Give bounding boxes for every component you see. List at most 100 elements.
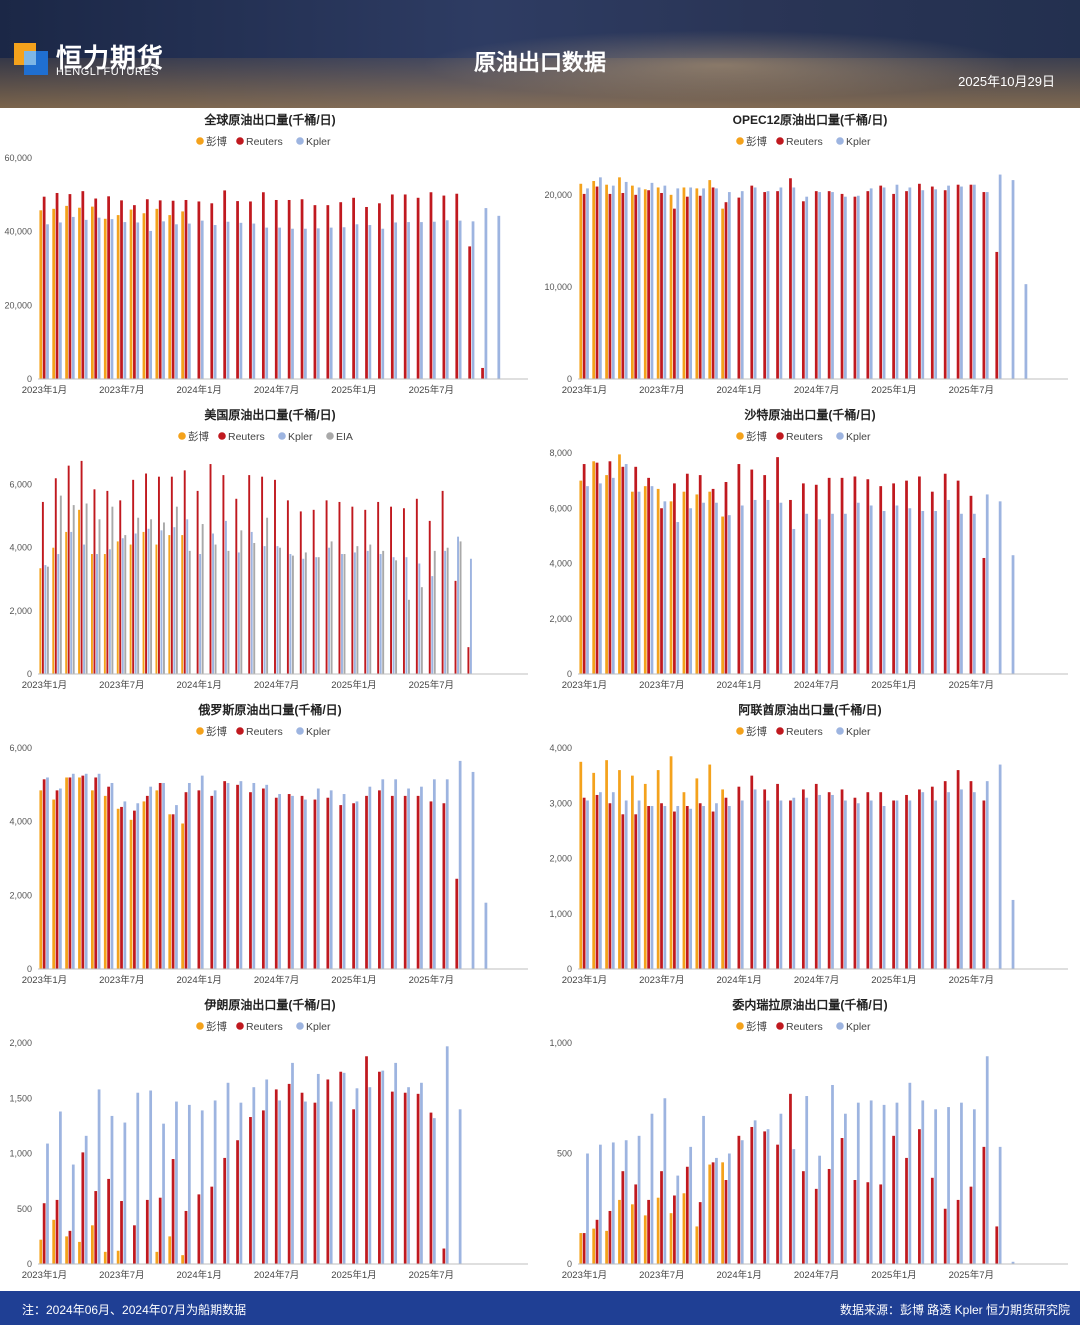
bar-Kpler-11 — [187, 782, 191, 969]
bar-Kpler-17 — [805, 797, 809, 969]
bar-Reuters-15 — [236, 201, 239, 379]
bar-Reuters-23 — [879, 486, 883, 674]
bar-Reuters-8 — [685, 473, 689, 674]
bar-Reuters-3 — [80, 460, 83, 674]
bar-Kpler-24 — [895, 1102, 899, 1264]
bar-Kpler-17 — [265, 227, 269, 379]
bar-Reuters-21 — [313, 1102, 317, 1264]
bar-Kpler-13 — [753, 1120, 757, 1264]
y-tick-label: 6,000 — [549, 503, 572, 513]
bar-Reuters-18 — [814, 191, 818, 379]
bar-Kpler-11 — [727, 806, 731, 969]
bar-彭博-1 — [52, 1219, 56, 1264]
chart-legend: 彭博 Reuters Kpler — [196, 725, 331, 738]
bar-Reuters-3 — [81, 1152, 85, 1264]
bar-EIA-7 — [137, 517, 140, 674]
bar-Kpler-29 — [420, 1082, 423, 1264]
bar-Kpler-10 — [715, 502, 718, 674]
bar-彭博-4 — [631, 185, 634, 380]
footer-note: 注：2024年06月、2024年07月为船期数据 — [22, 1303, 247, 1317]
x-tick-label: 2025年7月 — [409, 384, 454, 396]
bar-Kpler-27 — [934, 1109, 938, 1264]
bar-Reuters-19 — [827, 191, 831, 379]
bar-Kpler-1 — [59, 222, 62, 379]
bar-彭博-3 — [78, 509, 81, 674]
bar-Kpler-16 — [792, 1149, 796, 1264]
bar-Reuters-17 — [261, 788, 265, 969]
bar-Reuters-22 — [326, 205, 330, 379]
x-tick-label: 2024年1月 — [176, 384, 221, 396]
bar-Reuters-12 — [737, 1135, 741, 1264]
bar-Kpler-21 — [316, 228, 320, 379]
bar-Reuters-21 — [312, 509, 315, 674]
x-tick-label: 2025年1月 — [331, 1269, 376, 1281]
bar-Reuters-23 — [338, 501, 341, 674]
chart-bars — [39, 1046, 462, 1265]
y-tick-label: 4,000 — [9, 817, 32, 827]
bar-Kpler-16 — [252, 782, 256, 969]
bar-Reuters-30 — [429, 1112, 433, 1264]
bar-Kpler-10 — [175, 1101, 178, 1264]
bar-Kpler-3 — [84, 219, 88, 379]
bar-彭博-0 — [579, 183, 583, 379]
bar-Kpler-5 — [650, 1113, 654, 1264]
bar-彭博-0 — [579, 1233, 583, 1264]
y-tick-label: 8,000 — [549, 448, 572, 458]
bar-Kpler-11 — [187, 223, 191, 379]
legend-marker — [776, 1022, 784, 1030]
bar-彭博-6 — [656, 770, 660, 969]
bar-Kpler-24 — [895, 800, 899, 969]
bar-Kpler-4 — [96, 554, 98, 674]
bar-彭博-8 — [142, 531, 145, 674]
bar-Kpler-20 — [844, 800, 847, 969]
chart-0: 全球原油出口量(千桶/日) 彭博 Reuters Kpler 0 20,000 40,000… — [4, 112, 528, 396]
bar-Kpler-20 — [844, 196, 847, 379]
bar-Reuters-31 — [442, 195, 446, 379]
bar-EIA-13 — [214, 544, 217, 674]
bar-Kpler-1 — [57, 554, 60, 674]
legend-label: 彭博 — [746, 430, 767, 443]
bar-Kpler-21 — [856, 502, 860, 674]
chart-bars — [579, 1056, 1015, 1264]
legend-label: Kpler — [306, 726, 331, 738]
bar-Kpler-18 — [818, 1155, 821, 1264]
legend-label: Reuters — [786, 431, 823, 443]
bar-Kpler-20 — [844, 1113, 847, 1264]
bar-Kpler-26 — [921, 1100, 925, 1264]
bar-彭博-2 — [605, 184, 608, 379]
bar-彭博-11 — [721, 208, 725, 379]
y-tick-label: 20,000 — [544, 190, 572, 200]
bar-Reuters-29 — [956, 480, 960, 675]
bar-Kpler-17 — [263, 546, 266, 674]
bar-Reuters-11 — [724, 1180, 728, 1264]
bar-Reuters-22 — [866, 479, 870, 674]
bar-Kpler-17 — [805, 196, 809, 379]
bar-Reuters-5 — [647, 190, 650, 379]
bar-Kpler-31 — [445, 1046, 449, 1264]
legend-marker — [326, 432, 334, 440]
bar-彭博-10 — [168, 535, 171, 674]
x-tick-label: 2025年7月 — [409, 974, 454, 986]
legend-label: 彭博 — [188, 430, 209, 443]
bar-彭博-9 — [695, 1226, 699, 1264]
bar-Reuters-8 — [145, 199, 149, 379]
legend-marker — [776, 137, 784, 145]
x-tick-label: 2023年7月 — [639, 974, 684, 986]
bar-Reuters-31 — [442, 1248, 446, 1264]
x-tick-label: 2025年1月 — [331, 679, 376, 691]
x-tick-label: 2025年7月 — [949, 679, 994, 691]
bar-Kpler-5 — [650, 486, 654, 674]
bar-Reuters-27 — [930, 186, 934, 379]
bar-Kpler-30 — [431, 576, 434, 674]
bar-Reuters-17 — [801, 1171, 805, 1264]
bar-EIA-16 — [253, 542, 256, 674]
bar-Kpler-31 — [985, 192, 989, 379]
bar-EIA-29 — [420, 587, 423, 674]
bar-Reuters-24 — [352, 803, 355, 969]
bar-彭博-0 — [39, 1239, 43, 1264]
bar-Reuters-18 — [274, 199, 278, 379]
bar-Kpler-6 — [123, 1122, 127, 1264]
bar-Reuters-16 — [789, 499, 792, 674]
bar-Reuters-13 — [209, 464, 212, 674]
bar-EIA-22 — [330, 541, 333, 674]
